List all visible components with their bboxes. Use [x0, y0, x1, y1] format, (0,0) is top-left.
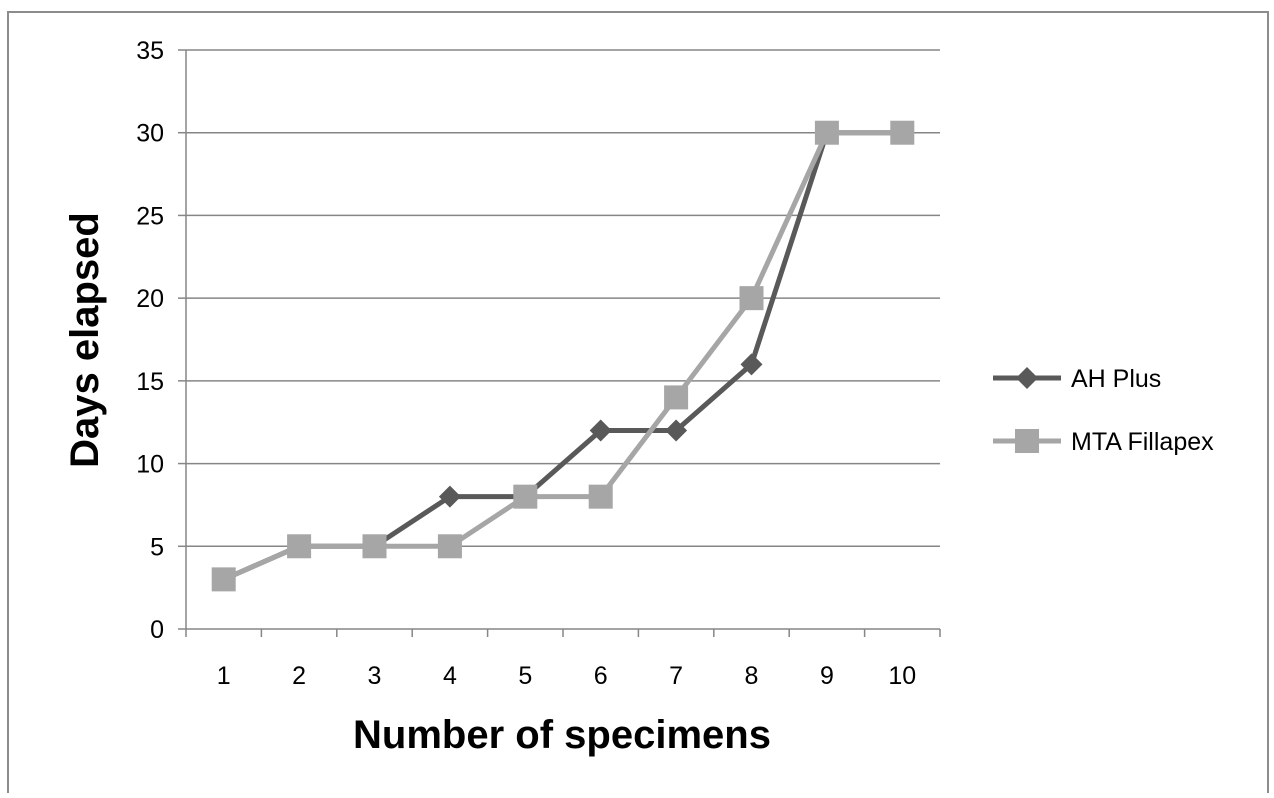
series-mta-fillapex	[211, 120, 915, 592]
x-tick-label: 3	[368, 662, 382, 690]
legend-marker-ah-plus	[1016, 367, 1038, 389]
x-tick-label: 7	[669, 662, 683, 690]
data-point-mta-fillapex	[664, 385, 689, 410]
legend-label-ah-plus: AH Plus	[1071, 365, 1161, 393]
data-point-ah-plus	[740, 353, 763, 376]
y-tick-label: 15	[136, 368, 164, 396]
data-point-mta-fillapex	[814, 120, 839, 145]
data-point-mta-fillapex	[513, 484, 538, 509]
chart-border	[7, 11, 1269, 798]
series-line-mta-fillapex	[222, 130, 903, 582]
data-point-ah-plus	[665, 419, 688, 442]
y-tick-label: 25	[136, 202, 164, 230]
y-tick-label: 30	[136, 120, 164, 148]
data-point-mta-fillapex	[588, 484, 613, 509]
y-tick-label: 20	[136, 285, 164, 313]
y-tick-label: 5	[150, 533, 164, 561]
legend-entry-ah-plus: AH Plus	[993, 365, 1161, 393]
x-tick-label: 2	[292, 662, 306, 690]
y-tick-label: 10	[136, 451, 164, 479]
y-tick-label: 0	[150, 616, 164, 644]
x-axis-label: Number of specimens	[353, 713, 771, 757]
data-point-mta-fillapex	[739, 286, 764, 311]
legend-marker-mta-fillapex	[1015, 429, 1039, 453]
legend-label-mta-fillapex: MTA Fillapex	[1071, 428, 1214, 456]
x-tick-label: 6	[594, 662, 608, 690]
data-point-mta-fillapex	[287, 534, 312, 559]
legend-entry-mta-fillapex: MTA Fillapex	[993, 428, 1214, 456]
data-point-mta-fillapex	[211, 567, 236, 592]
x-tick-label: 10	[888, 662, 916, 690]
data-point-ah-plus	[589, 419, 612, 442]
x-tick-label: 9	[820, 662, 834, 690]
data-point-mta-fillapex	[362, 534, 387, 559]
data-point-mta-fillapex	[890, 120, 915, 145]
x-tick-label: 8	[745, 662, 759, 690]
data-point-ah-plus	[438, 485, 461, 508]
x-tick-label: 5	[518, 662, 532, 690]
y-tick-label: 35	[136, 37, 164, 65]
data-point-mta-fillapex	[437, 534, 462, 559]
x-tick-label: 4	[443, 662, 457, 690]
x-tick-label: 1	[217, 662, 231, 690]
y-axis-label: Days elapsed	[63, 212, 107, 468]
